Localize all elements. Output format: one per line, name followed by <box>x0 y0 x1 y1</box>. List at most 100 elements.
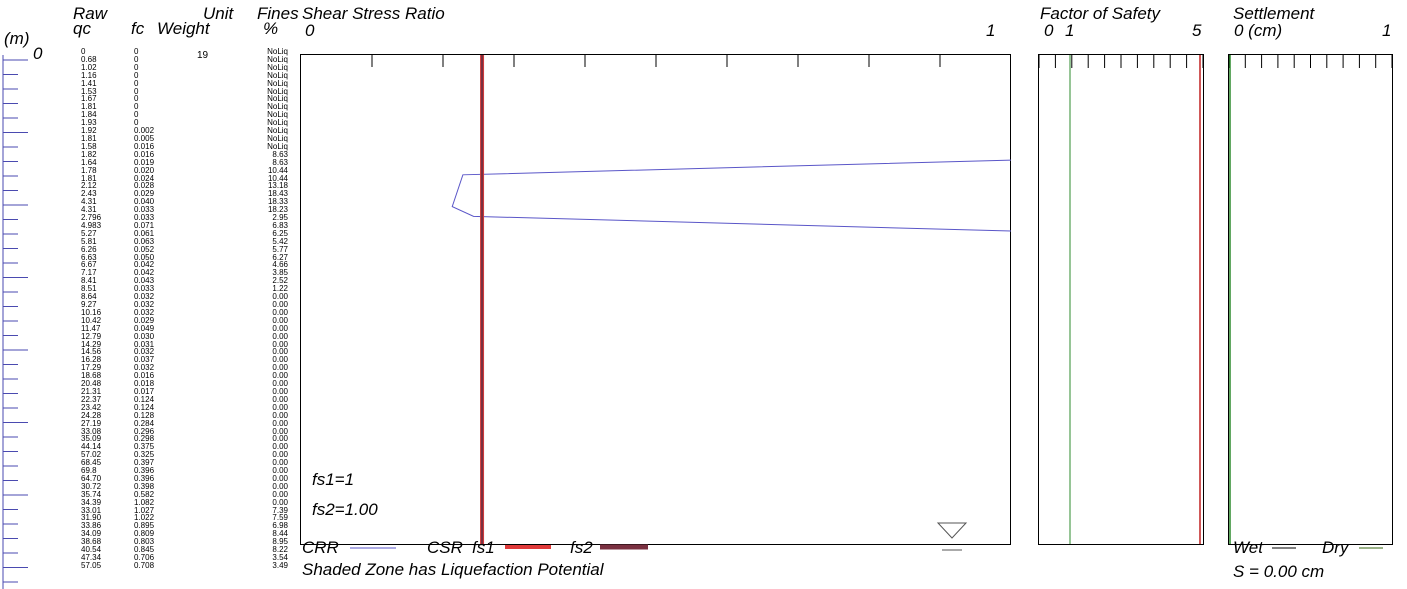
qc-value: 16.28 <box>81 355 102 365</box>
qc-value: 35.74 <box>81 489 102 499</box>
fc-value: 0.708 <box>134 560 155 570</box>
qc-value: 27.19 <box>81 418 102 428</box>
qc-value: 1.93 <box>81 118 97 128</box>
percent-header: % <box>263 19 279 38</box>
fines-value: 0.00 <box>272 331 288 341</box>
fc-value: 0.706 <box>134 553 155 562</box>
settlement-plot <box>1228 54 1393 545</box>
qc-value: 1.81 <box>81 133 97 143</box>
fc-value: 0.032 <box>134 292 155 302</box>
shear-plot-frame <box>300 54 1011 545</box>
qc-value: 6.63 <box>81 252 97 262</box>
fines-value: 18.43 <box>267 189 288 199</box>
fc-value: 0.845 <box>134 545 155 555</box>
fc-value: 0.895 <box>134 521 155 531</box>
fines-value: 8.63 <box>272 157 288 167</box>
fc-value: 0.397 <box>134 458 155 468</box>
fines-value: 0.00 <box>272 489 288 499</box>
qc-value: 1.02 <box>81 62 97 72</box>
fc-value: 0.016 <box>134 371 155 381</box>
settlement-plot-frame <box>1228 54 1393 545</box>
fc-value: 0 <box>134 54 139 64</box>
fc-column: 0 0 0 0 0 0 0 0 0 0 0.002 0.005 0.016 0.016 0.019 0.020… <box>134 48 154 570</box>
legend-fs1-label: fs1 <box>472 538 495 557</box>
fines-value: 8.44 <box>272 529 288 539</box>
factor-of-safety-plot <box>1038 54 1204 545</box>
fines-value: 5.77 <box>272 244 288 254</box>
qc-value: 1.81 <box>81 102 97 112</box>
qc-value: 20.48 <box>81 379 102 389</box>
qc-value: 24.28 <box>81 410 102 420</box>
qc-value: 17.29 <box>81 363 102 373</box>
settlement-tick-1: 1 <box>1382 21 1392 40</box>
fc-value: 0.040 <box>134 197 155 207</box>
fc-header: fc <box>131 19 145 38</box>
qc-value: 33.01 <box>81 505 102 515</box>
depth-unit-label: (m) <box>4 29 30 48</box>
fines-value: 6.98 <box>272 521 288 531</box>
qc-value: 69.8 <box>81 466 97 476</box>
fc-value: 0.017 <box>134 386 155 396</box>
legend-dry-label: Dry <box>1322 538 1349 557</box>
qc-value: 1.84 <box>81 110 97 120</box>
qc-value: 0 <box>81 47 86 56</box>
fc-value: 0.375 <box>134 442 155 452</box>
fc-value: 0.005 <box>134 133 155 143</box>
qc-value: 0.68 <box>81 54 97 64</box>
fines-value: 7.39 <box>272 505 288 515</box>
qc-value: 5.27 <box>81 228 97 238</box>
qc-value: 4.31 <box>81 205 97 215</box>
qc-value: 1.81 <box>81 173 97 183</box>
fc-value: 0.582 <box>134 489 155 499</box>
qc-value: 57.05 <box>81 560 102 570</box>
fines-value: 4.66 <box>272 260 288 270</box>
fines-value: 0.00 <box>272 379 288 389</box>
weight-header: Weight <box>157 19 210 38</box>
fines-value: NoLiq <box>267 102 288 112</box>
fos-plot-frame <box>1038 54 1204 545</box>
fines-value: 0.00 <box>272 307 288 317</box>
depth-zero-label: 0 <box>33 44 43 63</box>
qc-value: 14.29 <box>81 339 102 349</box>
fc-value: 0.030 <box>134 331 155 341</box>
qc-value: 8.51 <box>81 284 97 294</box>
liquefaction-note: Shaded Zone has Liquefaction Potential <box>302 560 604 579</box>
fc-value: 0.398 <box>134 481 155 491</box>
fines-value: 8.95 <box>272 537 288 547</box>
qc-value: 11.47 <box>81 323 101 333</box>
qc-value: 31.90 <box>81 513 102 523</box>
crr-line <box>451 159 1012 232</box>
qc-value: 6.67 <box>81 260 97 270</box>
qc-value: 38.68 <box>81 537 102 547</box>
qc-value: 47.34 <box>81 553 102 562</box>
fines-value: NoLiq <box>267 110 288 120</box>
fc-value: 0.033 <box>134 205 155 215</box>
qc-value: 2.796 <box>81 213 102 223</box>
qc-value: 4.31 <box>81 197 97 207</box>
legend-wet-swatch <box>1272 547 1296 549</box>
qc-value: 1.16 <box>81 70 97 80</box>
fines-value: 3.49 <box>272 560 288 570</box>
fc-value: 0 <box>134 62 139 72</box>
legend-fs2-label: fs2 <box>570 538 593 557</box>
fines-value: NoLiq <box>267 94 288 104</box>
qc-value: 35.09 <box>81 434 102 444</box>
fc-value: 0.037 <box>134 355 155 365</box>
fc-value: 0.296 <box>134 426 155 436</box>
qc-value: 21.31 <box>81 386 102 396</box>
fines-value: 0.00 <box>272 426 288 436</box>
fc-value: 0.028 <box>134 181 155 191</box>
fc-value: 0.049 <box>134 323 155 333</box>
fc-value: 0 <box>134 110 139 120</box>
qc-column: 0 0.68 1.02 1.16 1.41 1.53 1.67 1.81 1.84 1.93 1.9… <box>81 48 101 570</box>
fines-value: 10.44 <box>267 173 288 183</box>
fines-value: 2.52 <box>272 276 288 286</box>
fc-value: 0.042 <box>134 260 155 270</box>
fc-value: 0 <box>134 118 139 128</box>
fines-value: 6.83 <box>272 220 288 230</box>
fines-column: NoLiq NoLiq NoLiq NoLiq NoLiq NoLiq NoLiq NoLiq… <box>252 48 288 570</box>
qc-value: 18.68 <box>81 371 102 381</box>
qc-value: 2.12 <box>81 181 97 191</box>
fc-value: 0.284 <box>134 418 155 428</box>
qc-value: 1.64 <box>81 157 97 167</box>
